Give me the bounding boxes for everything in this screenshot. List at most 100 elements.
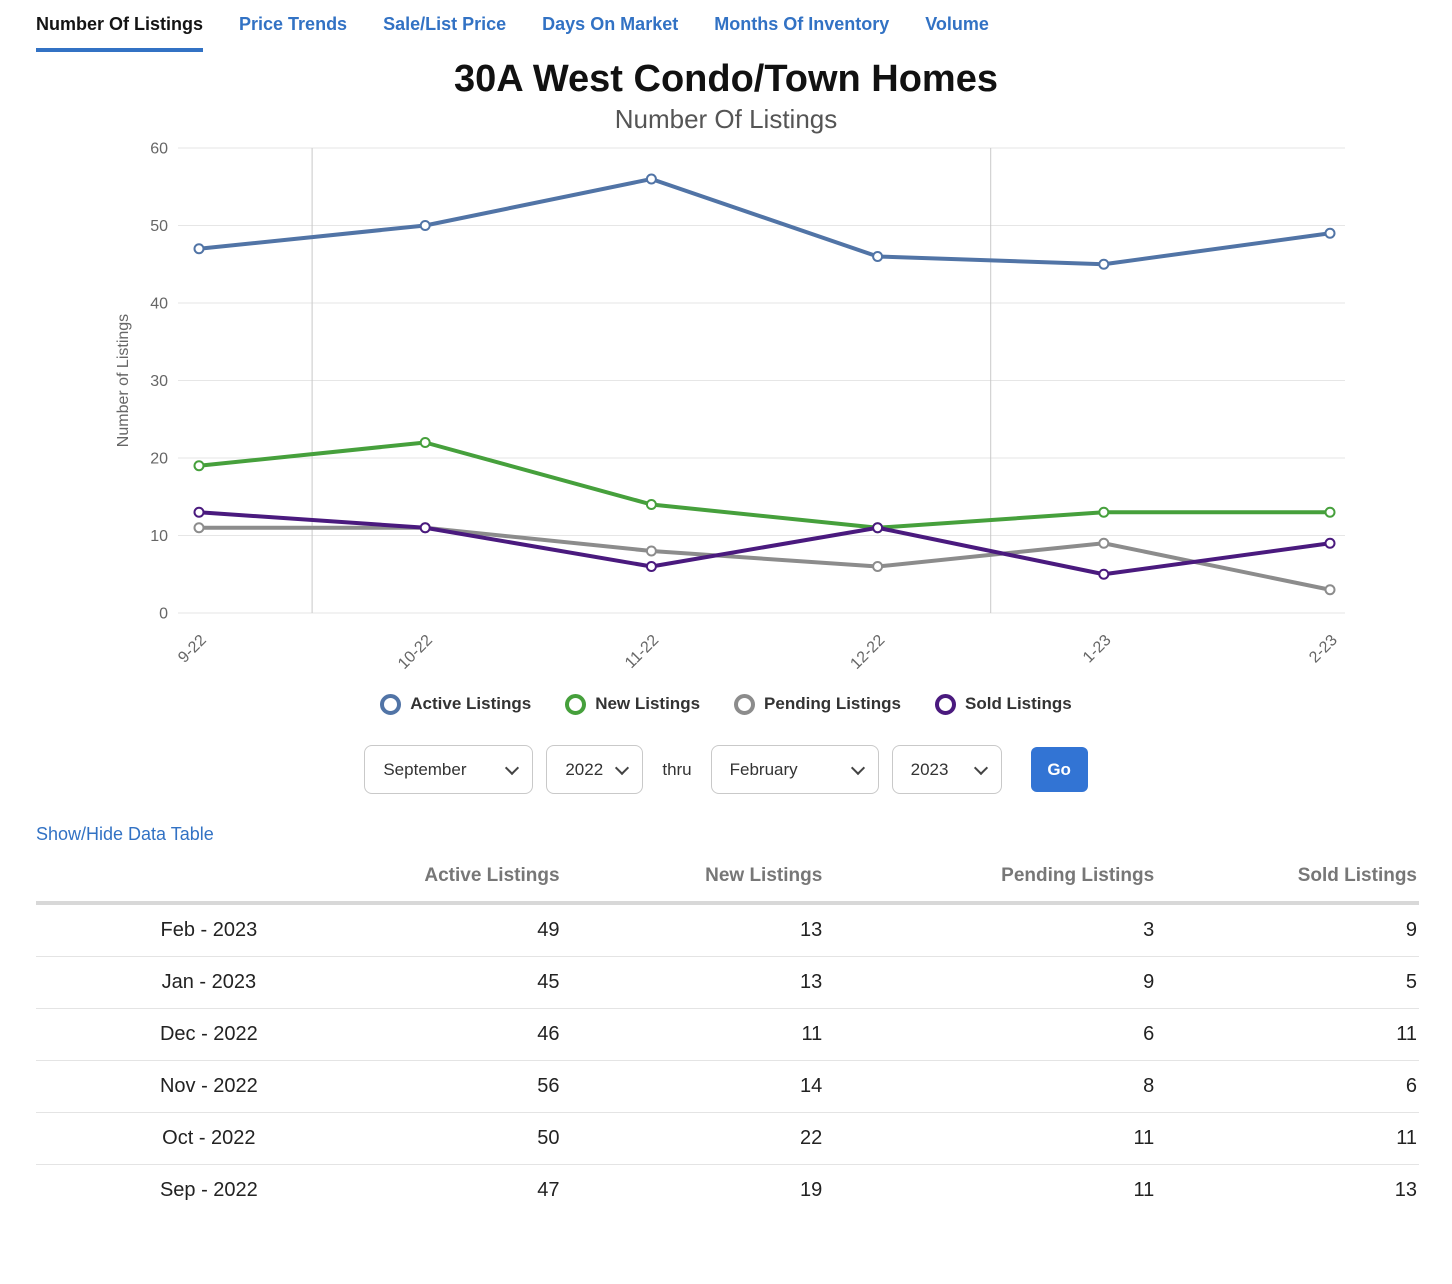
legend-label: Pending Listings [764, 694, 901, 713]
row-value: 56 [381, 1060, 562, 1113]
legend-item-active-listings[interactable]: Active Listings [380, 693, 532, 715]
x-tick-label: 2-23 [1306, 632, 1341, 667]
row-value: 13 [800, 919, 823, 941]
data-point-sold-listings [1098, 568, 1110, 580]
tab-volume[interactable]: Volume [925, 14, 989, 34]
data-point-pending-listings [645, 545, 657, 557]
row-date: Nov - 2022 [36, 1060, 382, 1113]
data-point-new-listings [645, 499, 657, 510]
x-tick-label: 1-23 [1080, 632, 1115, 667]
start-month-select[interactable]: September [365, 746, 533, 793]
tab-days-on-market[interactable]: Days On Market [542, 14, 679, 34]
row-value: 9 [1405, 919, 1417, 941]
end-month-select[interactable]: February [711, 746, 878, 793]
row-value: 46 [381, 1008, 562, 1061]
row-value: 6 [1156, 1060, 1419, 1113]
table-row: Oct - 2022 50 22 11 11 [36, 1112, 1419, 1165]
series-line-active-listings [197, 177, 1332, 267]
data-point-new-listings [1324, 506, 1336, 518]
table-row: Nov - 2022 56 14 8 6 [36, 1060, 1419, 1113]
start-month-select-wrap: September [364, 745, 534, 794]
table-header-row: Active Listings New Listings Pending Listi… [36, 855, 1419, 905]
row-value: 14 [561, 1060, 825, 1113]
row-value: 3 [1143, 919, 1155, 941]
data-point-active-listings [419, 220, 431, 231]
start-year-select-wrap: 2022 [546, 745, 644, 794]
table-row: Sep - 2022 47 19 11 13 [36, 1164, 1419, 1216]
thru-label: thru [662, 759, 692, 779]
row-value: 45 [381, 956, 562, 1009]
start-year-select[interactable]: 2022 [547, 746, 643, 793]
row-value: 8 [824, 1060, 1157, 1113]
data-point-new-listings [1098, 506, 1110, 518]
legend-item-pending-listings[interactable]: Pending Listings [734, 693, 901, 715]
show-hide-data-table-link[interactable]: Show/Hide Data Table [36, 824, 214, 844]
row-value: 11 [1156, 1112, 1419, 1165]
data-point-new-listings [419, 437, 431, 448]
chart-subtitle: Number Of Listings [614, 104, 838, 134]
y-axis-title: Number of Listings [115, 314, 132, 447]
row-value: 22 [561, 1112, 825, 1165]
market-report-page: Number Of Listings Price Trends Sale/List … [0, 14, 1452, 1216]
legend-marker-icon [380, 693, 402, 715]
row-date: Dec - 2022 [36, 1008, 382, 1061]
tab-number-of-listings[interactable]: Number Of Listings [36, 14, 204, 52]
end-month-select-wrap: February [710, 745, 879, 794]
y-tick-label: 20 [150, 451, 168, 468]
series-line-sold-listings [197, 510, 1332, 577]
tab-sale-list-price[interactable]: Sale/List Price [383, 14, 507, 34]
row-value: 6 [824, 1008, 1157, 1061]
tab-months-of-inventory[interactable]: Months Of Inventory [714, 14, 890, 34]
row-value: 13 [1156, 1164, 1419, 1216]
row-value: 13 [561, 956, 825, 1009]
data-point-active-listings [645, 173, 657, 185]
data-point-sold-listings [645, 561, 657, 572]
y-tick-label: 40 [150, 296, 168, 313]
end-year-select-wrap: 2023 [891, 745, 1002, 794]
row-value: 11 [561, 1008, 825, 1061]
page-title: 30A West Condo/Town Homes [453, 58, 998, 100]
data-point-active-listings [872, 251, 884, 262]
go-button[interactable]: Go [1030, 747, 1088, 792]
table-row: Jan - 2023 45 13 9 5 [36, 956, 1419, 1009]
x-tick-label: 11-22 [622, 632, 662, 672]
data-point-sold-listings [193, 506, 205, 518]
row-value: 11 [824, 1164, 1157, 1216]
row-value: 50 [381, 1112, 562, 1165]
row-date: Oct - 2022 [36, 1112, 382, 1165]
y-tick-label: 30 [150, 373, 168, 390]
listings-line-chart: 0 10 20 30 40 50 60 Number of Listings 9-22 10-22… [0, 136, 1452, 681]
data-point-active-listings [1098, 258, 1110, 270]
x-tick-label: 12-22 [847, 632, 888, 673]
data-point-pending-listings [872, 561, 884, 572]
table-header-active-listings: Active Listings [381, 855, 562, 905]
data-point-sold-listings [419, 522, 431, 534]
row-value: 19 [561, 1164, 825, 1216]
series-line-pending-listings [197, 525, 1332, 592]
data-point-active-listings [193, 243, 205, 255]
y-tick-label: 10 [150, 528, 168, 545]
y-tick-label: 0 [159, 606, 168, 623]
end-year-select[interactable]: 2023 [892, 746, 1001, 793]
y-tick-label: 60 [150, 141, 168, 158]
legend-item-sold-listings[interactable]: Sold Listings [935, 693, 1072, 715]
x-tick-label: 10-22 [395, 632, 436, 673]
row-value: 11 [824, 1112, 1157, 1165]
series-line-new-listings [197, 440, 1332, 530]
chart-canvas: 0 10 20 30 40 50 60 Number of Listings 9-22 10-22… [115, 141, 1345, 673]
tab-price-trends[interactable]: Price Trends [239, 14, 348, 34]
legend-label: New Listings [595, 694, 701, 713]
y-tick-label: 50 [150, 218, 168, 235]
row-value: 9 [824, 956, 1157, 1009]
data-point-pending-listings [1324, 584, 1336, 596]
legend-item-new-listings[interactable]: New Listings [565, 693, 701, 715]
row-value: 5 [1156, 956, 1419, 1009]
data-point-pending-listings [1098, 537, 1110, 549]
table-row: Feb - 2023 49 13 3 9 [36, 903, 1419, 957]
data-point-sold-listings [872, 522, 884, 534]
data-point-sold-listings [1324, 537, 1336, 549]
legend-label: Sold Listings [965, 694, 1072, 713]
legend-label: Active Listings [410, 694, 532, 713]
date-range-controls: September 2022 thru February 2023 Go [0, 745, 1452, 794]
row-date: Feb - 2023 [160, 919, 258, 941]
